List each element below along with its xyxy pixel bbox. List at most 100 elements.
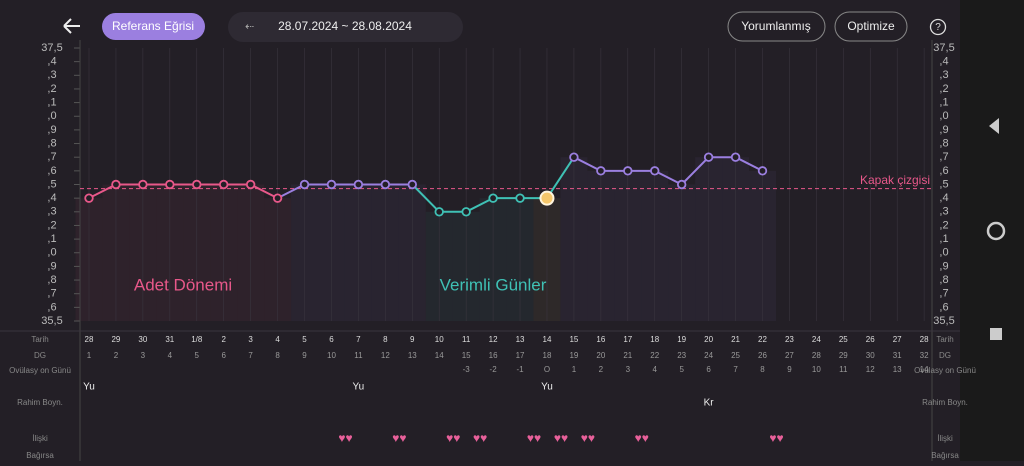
ovulation-day: 12 <box>866 365 875 374</box>
ovulation-day: 9 <box>787 365 792 374</box>
date-label: 22 <box>758 335 767 344</box>
date-label: 20 <box>704 335 713 344</box>
ovulation-day: -2 <box>490 365 498 374</box>
y-tick-label-right: ,0 <box>939 247 948 259</box>
temp-segment <box>277 183 305 200</box>
nav-back[interactable] <box>989 118 999 134</box>
temp-point <box>138 179 148 190</box>
y-tick-label-right: ,3 <box>939 206 948 218</box>
y-tick-label: 35,5 <box>41 315 62 327</box>
cycle-day: 19 <box>569 351 578 360</box>
y-tick-label-right: ,7 <box>939 151 948 163</box>
row-label-right: Rahim Boyn. <box>922 398 968 407</box>
date-label: 6 <box>329 335 334 344</box>
y-tick-label: ,8 <box>47 137 56 149</box>
cycle-day: 28 <box>812 351 821 360</box>
cervix-entry: Kr <box>704 398 715 409</box>
temp-segment <box>735 156 763 172</box>
y-tick-label: ,8 <box>47 274 56 286</box>
y-tick-label: ,0 <box>47 247 56 259</box>
y-tick-label-right: ,2 <box>939 83 948 95</box>
row-label: Rahim Boyn. <box>17 398 63 407</box>
date-label: 13 <box>516 335 525 344</box>
temp-point <box>730 152 741 162</box>
date-label: 19 <box>677 335 686 344</box>
y-tick-label-right: ,4 <box>939 192 948 204</box>
date-label: 3 <box>248 335 253 344</box>
help-label: ? <box>935 22 941 33</box>
ovulation-day: 1 <box>572 365 577 374</box>
row-label-right: Ovülasy on Günü <box>914 366 976 375</box>
y-tick-label-right: ,2 <box>939 219 948 231</box>
y-tick-label: ,6 <box>47 301 56 313</box>
temp-point <box>111 179 121 190</box>
y-tick-label: ,6 <box>47 165 56 177</box>
cycle-day: 25 <box>731 351 740 360</box>
cycle-day: 26 <box>758 351 767 360</box>
heart-icon: ♥♥ <box>581 431 595 445</box>
y-tick-label-right: ,4 <box>939 56 948 68</box>
temp-segment <box>654 169 683 186</box>
date-label: 7 <box>356 335 361 344</box>
temp-segment <box>573 156 602 172</box>
cycle-day: 14 <box>435 351 444 360</box>
cycle-day: 32 <box>920 351 929 360</box>
y-tick-label: ,4 <box>47 192 56 204</box>
row-label: Ovülasy on Günü <box>9 366 71 375</box>
cycle-day: 24 <box>704 351 713 360</box>
mucus-entry: Yu <box>83 382 95 393</box>
reference-button[interactable] <box>102 13 205 40</box>
optimize-label: Optimize <box>847 19 895 33</box>
nav-home[interactable] <box>986 221 1006 241</box>
y-tick-label-right: ,3 <box>939 69 948 81</box>
back-arrow[interactable] <box>63 18 80 34</box>
ovulation-day: O <box>544 365 550 374</box>
heart-icon: ♥♥ <box>392 431 406 445</box>
date-range-box[interactable] <box>228 12 463 42</box>
temp-point <box>407 179 417 190</box>
date-label: 30 <box>138 335 147 344</box>
y-tick-label: ,4 <box>47 56 56 68</box>
cycle-day: 10 <box>327 351 336 360</box>
temp-point <box>515 193 525 203</box>
cycle-day: 7 <box>248 351 253 360</box>
cycle-day: 23 <box>677 351 686 360</box>
interpreted-button[interactable] <box>727 11 826 42</box>
cycle-day: 2 <box>114 351 119 360</box>
heart-icon: ♥♥ <box>527 431 541 445</box>
y-tick-label-right: ,7 <box>939 288 948 300</box>
date-label: 25 <box>839 335 848 344</box>
cycle-day: 5 <box>195 351 200 360</box>
temp-point <box>353 179 364 190</box>
temp-segment <box>250 183 279 200</box>
temp-point <box>84 193 94 203</box>
cycle-day: 21 <box>623 351 632 360</box>
cycle-day: 8 <box>275 351 280 360</box>
y-tick-label-right: 35,5 <box>933 315 954 327</box>
date-label: 9 <box>410 335 415 344</box>
date-label: 14 <box>543 335 552 344</box>
optimize-button[interactable] <box>834 11 908 42</box>
temp-point <box>218 179 229 190</box>
row-label-right: Tarih <box>936 335 953 344</box>
cycle-day: 30 <box>866 351 875 360</box>
ovulation-day: -1 <box>516 365 524 374</box>
nav-recent[interactable] <box>990 328 1002 340</box>
temp-point <box>569 152 579 162</box>
heart-icon: ♥♥ <box>446 431 460 445</box>
date-label: 8 <box>383 335 388 344</box>
mucus-entry: Yu <box>353 382 365 393</box>
temp-point <box>757 166 768 176</box>
help-button[interactable] <box>929 18 947 36</box>
cover-line-label: Kapak çizgisi <box>860 173 930 187</box>
y-tick-label: ,3 <box>47 206 56 218</box>
date-label: 11 <box>462 335 471 344</box>
date-range: 28.07.2024 ~ 28.08.2024 <box>278 19 412 33</box>
y-tick-label: ,2 <box>47 83 56 95</box>
mucus-entry: Yu <box>541 382 553 393</box>
date-label: 31 <box>165 335 174 344</box>
y-tick-label-right: 37,5 <box>933 42 954 54</box>
temp-point <box>192 179 202 190</box>
date-label: 29 <box>111 335 120 344</box>
y-tick-label: ,3 <box>47 69 56 81</box>
